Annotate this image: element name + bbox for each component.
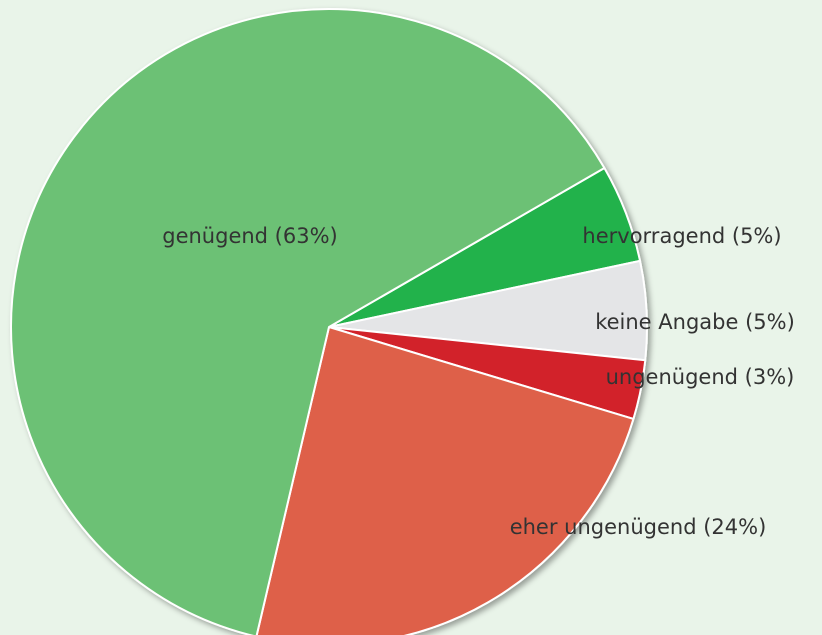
- slice-label: genügend (63%): [162, 224, 338, 248]
- labels: hervorragend (5%) keine Angabe (5%) ungenü…: [162, 224, 795, 539]
- slice-label: eher ungenügend (24%): [510, 515, 767, 539]
- pie: [10, 8, 648, 635]
- slice-label: ungenügend (3%): [606, 365, 795, 389]
- pie-slice: [255, 326, 635, 635]
- pie-slice: [10, 8, 606, 635]
- slice-label: hervorragend (5%): [582, 224, 781, 248]
- slice-label: keine Angabe (5%): [595, 310, 795, 334]
